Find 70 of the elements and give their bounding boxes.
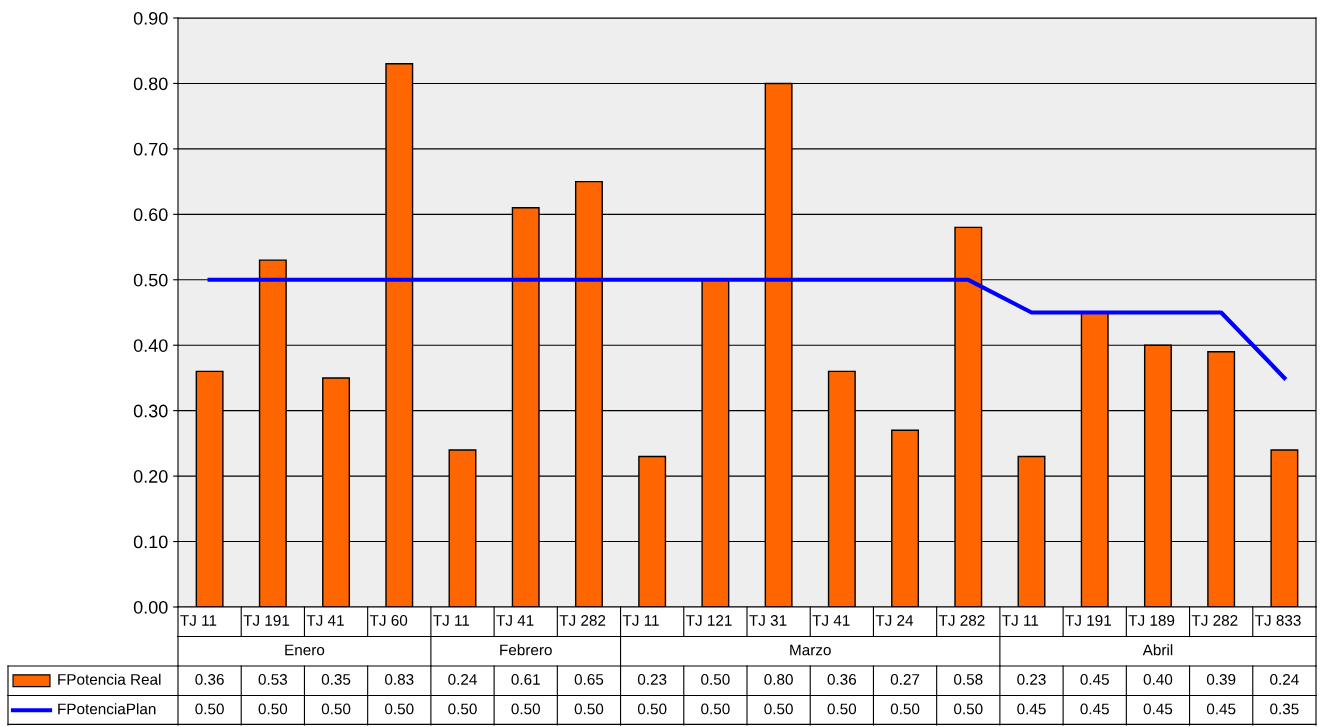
data-label: 0.39 (1206, 674, 1236, 685)
y-tick-label: 0.30 (133, 404, 168, 418)
data-label: 0.45 (1143, 703, 1173, 715)
x-tick-label: TJ 60 (369, 615, 408, 626)
x-tick-label: TJ 282 (559, 615, 606, 626)
x-tick-label: TJ 11 (180, 615, 217, 626)
y-tick-label: 0.70 (133, 142, 168, 156)
data-label: 0.50 (321, 703, 351, 715)
data-label: 0.23 (1017, 674, 1046, 685)
data-label: 0.50 (385, 703, 414, 715)
data-label: 0.36 (195, 674, 224, 685)
y-tick-label: 0.90 (133, 11, 168, 25)
y-tick-label: 0.40 (133, 339, 168, 352)
x-tick-label: TJ 189 (1128, 615, 1175, 626)
text: Febrero (500, 644, 552, 656)
data-label: 0.50 (954, 703, 983, 715)
data-label: 0.23 (637, 674, 667, 685)
data-label: 0.50 (448, 703, 477, 715)
x-tick-label: TJ 11 (622, 615, 659, 626)
data-label: 0.24 (448, 674, 477, 685)
x-tick-label: TJ 282 (938, 615, 985, 626)
data-label: 0.58 (954, 674, 983, 685)
data-label: 0.65 (574, 674, 604, 685)
data-label: 0.50 (511, 703, 540, 715)
data-label: 0.50 (701, 674, 730, 685)
x-tick-label: TJ 191 (243, 615, 290, 626)
x-tick-label: TJ 41 (496, 615, 534, 626)
data-label: 0.24 (1270, 674, 1299, 685)
x-tick-label: TJ 24 (875, 615, 914, 626)
data-label: 0.45 (1080, 703, 1109, 715)
data-label: 0.45 (1206, 703, 1236, 715)
x-tick-label: TJ 833 (1255, 615, 1301, 626)
data-label: 0.50 (637, 703, 667, 715)
text: Enero (285, 644, 325, 656)
x-tick-label: TJ 41 (812, 615, 850, 626)
legend-label: FPotenciaPlan (58, 703, 156, 715)
y-tick-label: 0.50 (133, 273, 168, 287)
data-label: 0.36 (827, 674, 857, 685)
data-label: 0.80 (764, 674, 793, 685)
x-tick-label: TJ 282 (1191, 615, 1238, 626)
y-tick-label: 0.20 (133, 470, 168, 483)
data-label: 0.50 (195, 703, 224, 715)
x-tick-label: TJ 11 (433, 615, 470, 626)
data-label: 0.61 (511, 674, 540, 685)
data-label: 0.50 (574, 703, 604, 715)
y-tick-label: 0.60 (133, 208, 168, 222)
data-label: 0.53 (258, 674, 288, 685)
text: Abril (1142, 644, 1173, 656)
x-tick-label: TJ 121 (686, 615, 732, 626)
data-label: 0.35 (321, 674, 351, 685)
data-label: 0.45 (1017, 703, 1046, 715)
data-label: 0.35 (1270, 703, 1299, 715)
data-label: 0.50 (258, 703, 288, 715)
legend-label: FPotencia Real (58, 673, 161, 685)
data-label: 0.50 (827, 703, 857, 715)
y-tick-label: 0.80 (133, 77, 168, 91)
data-label: 0.40 (1143, 674, 1173, 685)
x-tick-label: TJ 31 (749, 615, 787, 626)
data-label: 0.83 (385, 674, 414, 685)
text: Marzo (790, 644, 831, 656)
data-label: 0.50 (701, 703, 730, 715)
x-tick-label: TJ 41 (306, 615, 344, 626)
data-label: 0.27 (890, 674, 920, 685)
data-label: 0.45 (1080, 674, 1109, 685)
x-tick-label: TJ 191 (1065, 615, 1111, 626)
y-tick-label: 0.10 (133, 535, 168, 549)
y-tick-label: 0.00 (133, 600, 168, 614)
data-label: 0.50 (890, 703, 920, 715)
data-label: 0.50 (764, 703, 793, 715)
x-tick-label: TJ 11 (1002, 615, 1039, 626)
